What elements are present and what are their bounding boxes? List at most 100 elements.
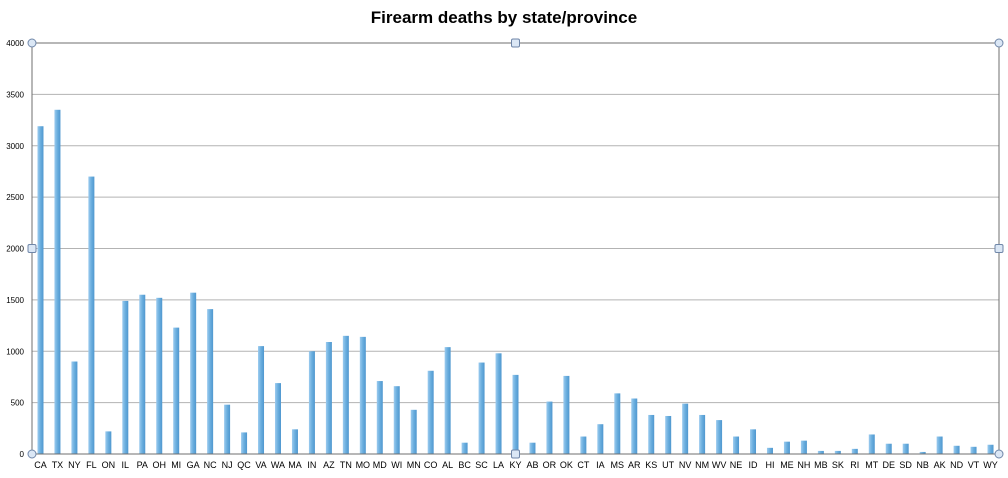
x-category-label: NV: [679, 460, 692, 470]
x-category-label: MD: [373, 460, 387, 470]
bar-nm: [699, 414, 706, 454]
x-category-label: PA: [137, 460, 148, 470]
bar-va: [258, 346, 265, 454]
bar-sc: [478, 362, 485, 454]
x-category-label: AK: [934, 460, 946, 470]
bar-md: [376, 381, 383, 454]
bar-de: [885, 443, 892, 454]
x-category-label: ID: [749, 460, 759, 470]
bar-bc: [461, 442, 468, 454]
x-category-label: FL: [86, 460, 97, 470]
edge-resize-handle[interactable]: [511, 449, 520, 459]
bar-me: [783, 441, 790, 454]
selection-handles[interactable]: [27, 38, 1004, 459]
x-category-label: IN: [307, 460, 316, 470]
bar-wy: [987, 444, 994, 454]
x-category-label: LA: [493, 460, 504, 470]
bar-ma: [291, 429, 298, 454]
x-category-label: ON: [102, 460, 116, 470]
x-category-label: MO: [356, 460, 371, 470]
bar-ab: [529, 442, 536, 454]
x-category-label: RI: [850, 460, 859, 470]
x-axis-categories: CA TX NY FL ON IL PA OH MI GA NC NJ QC VA WA MA IN AZ TN MO…: [34, 460, 998, 470]
y-tick-label: 500: [11, 399, 25, 408]
x-category-label: MN: [407, 460, 421, 470]
x-category-label: TN: [340, 460, 352, 470]
x-category-label: MT: [865, 460, 878, 470]
x-category-label: TX: [52, 460, 64, 470]
x-category-label: MA: [288, 460, 302, 470]
x-category-label: ND: [950, 460, 963, 470]
bar-wa: [274, 383, 281, 454]
bar-wv: [716, 420, 723, 454]
x-category-label: WI: [391, 460, 402, 470]
bar-nd: [953, 445, 960, 454]
corner-resize-handle[interactable]: [994, 449, 1004, 459]
bar-ar: [631, 398, 638, 454]
bar-mn: [410, 409, 417, 454]
x-category-label: SC: [475, 460, 488, 470]
corner-resize-handle[interactable]: [994, 38, 1004, 48]
x-category-label: KY: [509, 460, 521, 470]
x-category-label: HI: [765, 460, 774, 470]
x-category-label: NY: [68, 460, 81, 470]
bar-ms: [614, 393, 621, 454]
x-category-label: OH: [152, 460, 166, 470]
x-category-label: SD: [899, 460, 912, 470]
y-tick-label: 3500: [6, 90, 24, 99]
x-category-label: DE: [882, 460, 895, 470]
x-category-label: AZ: [323, 460, 335, 470]
bar-mo: [359, 336, 366, 454]
bar-nh: [800, 440, 807, 454]
bar-mi: [173, 327, 180, 454]
bar-ga: [190, 292, 197, 454]
bars: [37, 109, 994, 454]
bar-qc: [241, 432, 248, 454]
x-category-label: NE: [730, 460, 743, 470]
corner-resize-handle[interactable]: [27, 449, 37, 459]
edge-resize-handle[interactable]: [511, 38, 520, 48]
x-category-label: MI: [171, 460, 181, 470]
bar-ak: [936, 436, 943, 454]
bar-ne: [733, 436, 740, 454]
bar-il: [122, 300, 129, 454]
bar-ky: [512, 374, 519, 454]
x-category-label: NM: [695, 460, 709, 470]
bar-or: [546, 401, 553, 454]
y-tick-label: 1000: [6, 347, 24, 356]
x-category-label: IA: [596, 460, 605, 470]
bar-ut: [665, 415, 672, 454]
corner-resize-handle[interactable]: [27, 38, 37, 48]
x-category-label: CT: [577, 460, 589, 470]
bar-in: [308, 351, 315, 454]
bar-nj: [224, 404, 231, 454]
x-category-label: VT: [968, 460, 980, 470]
y-tick-label: 1500: [6, 296, 24, 305]
y-tick-label: 0: [20, 450, 25, 459]
bar-tx: [54, 109, 61, 454]
x-category-label: NH: [797, 460, 810, 470]
bar-nb: [919, 451, 926, 454]
x-category-label: WY: [983, 460, 998, 470]
y-tick-label: 4000: [6, 39, 24, 48]
x-category-label: MB: [814, 460, 828, 470]
edge-resize-handle[interactable]: [27, 244, 37, 253]
x-category-label: WA: [271, 460, 285, 470]
x-category-label: NJ: [222, 460, 233, 470]
bar-nc: [207, 309, 214, 454]
bar-al: [444, 347, 451, 454]
x-category-label: ME: [780, 460, 794, 470]
x-category-label: GA: [187, 460, 200, 470]
x-category-label: OK: [560, 460, 573, 470]
bar-sd: [902, 443, 909, 454]
x-category-label: AR: [628, 460, 641, 470]
x-category-label: AB: [526, 460, 538, 470]
bar-on: [105, 431, 112, 454]
x-category-label: CA: [34, 460, 47, 470]
bar-pa: [139, 294, 146, 454]
x-category-label: QC: [237, 460, 251, 470]
edge-resize-handle[interactable]: [994, 244, 1004, 253]
bar-sk: [834, 450, 841, 454]
y-tick-label: 2500: [6, 193, 24, 202]
